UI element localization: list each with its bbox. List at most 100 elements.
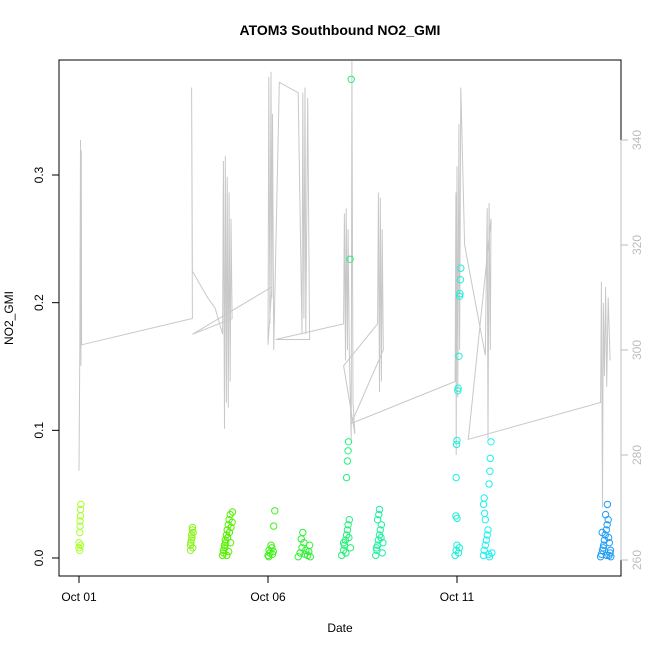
data-point [305, 547, 313, 556]
data-point [343, 526, 352, 534]
data-point [599, 544, 607, 552]
data-point [603, 521, 611, 529]
data-point [306, 553, 314, 561]
data-point [227, 523, 235, 532]
data-point [225, 547, 233, 556]
data-point [603, 551, 611, 560]
data-point [483, 531, 491, 539]
data-point [453, 436, 461, 445]
data-point [453, 514, 461, 523]
data-point [76, 505, 85, 514]
data-point [345, 516, 353, 524]
x-tick-label: Oct 06 [250, 590, 286, 604]
data-point [452, 440, 461, 449]
data-point [269, 547, 277, 556]
right-tick-label: 320 [630, 235, 644, 255]
chart-title: ATOM3 Southbound NO2_GMI [240, 22, 441, 38]
points-layer [75, 75, 615, 561]
series-4 [294, 528, 314, 561]
data-point [344, 447, 352, 455]
data-point [188, 523, 197, 532]
data-point [597, 550, 606, 558]
data-point [344, 521, 352, 529]
x-tick-label: Oct 01 [61, 590, 97, 604]
series-1 [186, 523, 197, 554]
data-point [221, 544, 229, 552]
y-axis-label: NO2_GMI [2, 291, 16, 345]
data-point [342, 531, 351, 539]
data-point [77, 500, 85, 509]
data-point [484, 526, 492, 534]
data-point [377, 533, 385, 542]
data-point [76, 541, 85, 549]
data-point [186, 546, 195, 554]
data-point [455, 292, 464, 300]
data-point [298, 544, 306, 552]
series-3 [264, 507, 279, 561]
series-2 [218, 508, 237, 560]
data-point [487, 438, 495, 446]
data-point [373, 516, 382, 524]
data-point [297, 535, 305, 543]
data-point [342, 473, 351, 482]
data-point [76, 546, 84, 554]
data-point [453, 541, 461, 549]
data-point [456, 290, 464, 298]
data-point [603, 500, 612, 509]
data-point [228, 508, 237, 516]
line-series-layer [78, 61, 611, 508]
data-point [188, 533, 196, 542]
data-point [457, 264, 465, 272]
data-point [454, 549, 463, 557]
data-point [271, 507, 279, 515]
data-point [294, 553, 302, 561]
data-point [226, 539, 235, 547]
y-tick-label: 0.2 [32, 294, 46, 311]
data-point [189, 528, 197, 537]
x-axis: Oct 01 Oct 06 Oct 11 [61, 575, 475, 604]
data-point [375, 510, 383, 519]
series-9 [596, 500, 615, 561]
data-point [339, 539, 348, 547]
data-point [602, 526, 610, 534]
data-point [347, 75, 355, 84]
x-axis-label: Date [327, 621, 353, 635]
series-6 [372, 505, 387, 560]
data-point [345, 533, 353, 542]
data-point [604, 533, 613, 542]
y-tick-label: 0.1 [32, 422, 46, 439]
data-point [480, 509, 489, 517]
data-point [76, 517, 84, 525]
data-point [486, 454, 494, 463]
data-point [372, 551, 380, 560]
right-axis: 260 280 300 320 340 [620, 130, 644, 570]
data-point [379, 539, 387, 547]
data-point [223, 551, 231, 560]
data-point [606, 546, 615, 554]
data-point [452, 473, 460, 482]
data-point [377, 521, 386, 529]
data-point [342, 549, 350, 557]
data-point [454, 384, 462, 392]
data-point [455, 352, 463, 360]
series-5 [338, 75, 355, 560]
data-point [454, 387, 462, 395]
data-point [186, 541, 195, 549]
right-tick-label: 340 [630, 130, 644, 150]
series-0 [75, 500, 85, 554]
data-point [346, 544, 355, 552]
x-tick-label: Oct 11 [440, 590, 475, 604]
data-point [267, 541, 275, 549]
data-point [485, 480, 493, 488]
data-point [228, 518, 236, 526]
data-point [344, 438, 353, 446]
data-point [226, 510, 234, 519]
data-point [189, 544, 197, 552]
data-point [376, 526, 384, 534]
series-7 [451, 264, 465, 560]
right-tick-label: 300 [630, 340, 644, 360]
data-point [482, 536, 491, 544]
y-tick-label: 0.0 [32, 549, 46, 566]
data-point [265, 553, 273, 561]
